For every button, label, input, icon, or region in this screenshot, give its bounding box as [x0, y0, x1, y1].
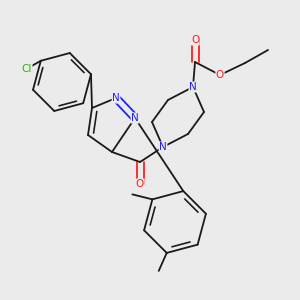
Text: N: N	[189, 82, 197, 92]
Text: O: O	[136, 179, 144, 189]
Text: Cl: Cl	[22, 64, 32, 74]
Text: N: N	[131, 113, 139, 123]
Text: O: O	[216, 70, 224, 80]
Text: O: O	[191, 35, 199, 45]
Text: N: N	[159, 142, 167, 152]
Text: N: N	[112, 93, 120, 103]
